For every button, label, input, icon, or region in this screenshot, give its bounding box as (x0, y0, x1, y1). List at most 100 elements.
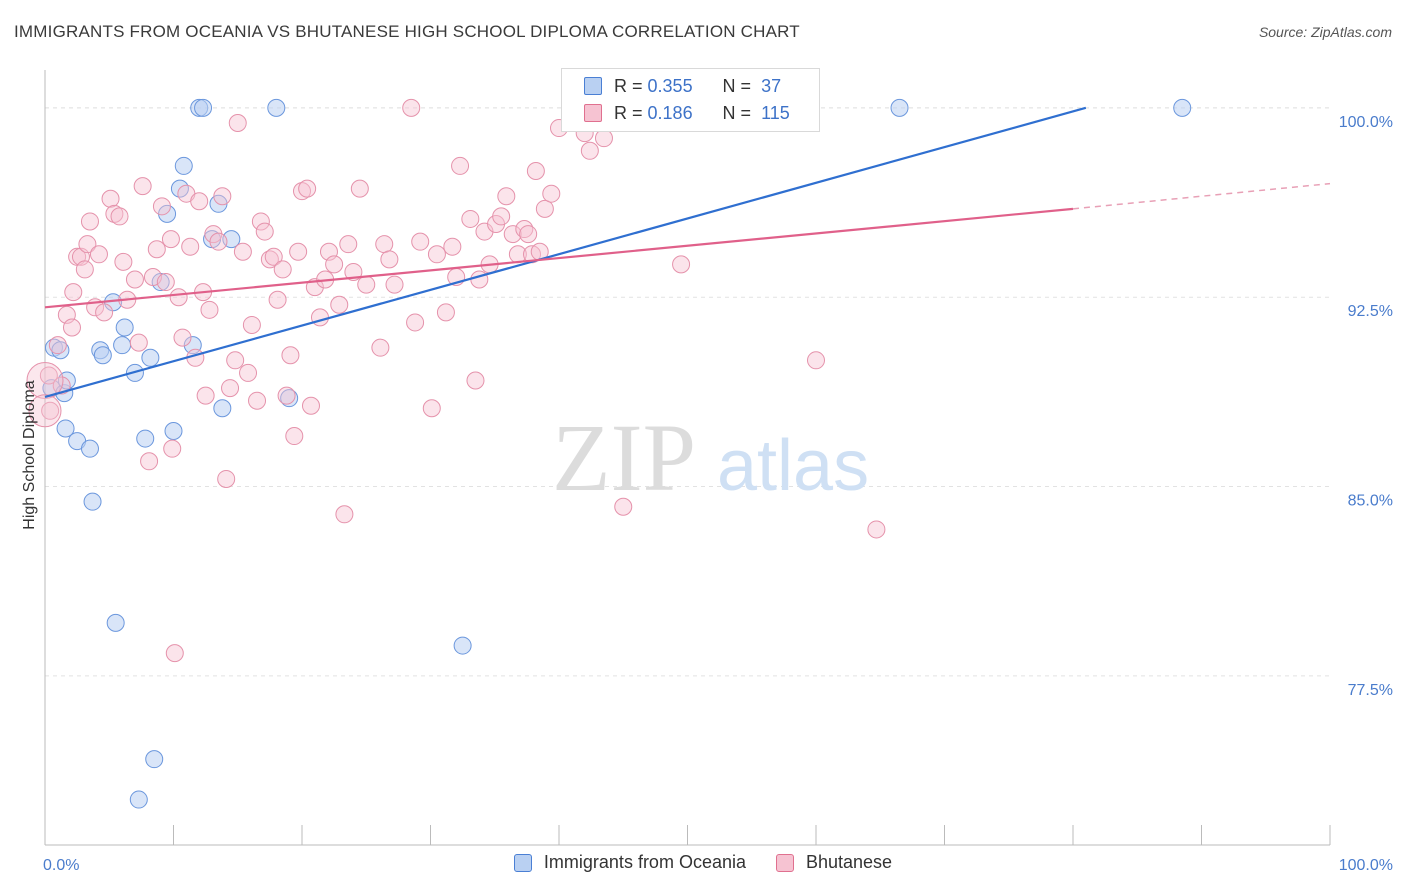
point-bhutanese (273, 260, 292, 279)
y-tick-label: 85.0% (1348, 493, 1393, 510)
point-bhutanese (310, 308, 329, 327)
point-bhutanese (165, 644, 184, 663)
point-bhutanese (264, 247, 283, 266)
point-bhutanese (461, 209, 480, 228)
point-oceania (174, 156, 193, 175)
point-bhutanese (371, 338, 390, 357)
point-bhutanese (422, 399, 441, 418)
point-bhutanese (411, 232, 430, 251)
point-bhutanese (242, 315, 261, 334)
point-bhutanese (289, 242, 308, 261)
legend-item-oceania[interactable]: Immigrants from Oceania (513, 852, 746, 873)
point-oceania (129, 790, 148, 809)
point-bhutanese (190, 192, 209, 211)
point-oceania (136, 429, 155, 448)
point-bhutanese (26, 362, 64, 400)
trend-line-bhutanese-extension (1072, 182, 1331, 210)
point-bhutanese (64, 283, 83, 302)
point-bhutanese (156, 273, 175, 292)
watermark-zip: ZIP (552, 404, 696, 511)
point-bhutanese (492, 207, 511, 226)
point-bhutanese (451, 156, 470, 175)
point-bhutanese (163, 439, 182, 458)
point-bhutanese (293, 182, 311, 201)
point-bhutanese (251, 212, 270, 231)
point-bhutanese (436, 303, 455, 322)
point-bhutanese (213, 187, 232, 206)
point-bhutanese (255, 222, 274, 241)
point-bhutanese (226, 351, 245, 370)
point-bhutanese (281, 346, 300, 365)
point-oceania (890, 98, 909, 117)
point-bhutanese (39, 366, 58, 385)
point-bhutanese (248, 391, 267, 410)
point-bhutanese (173, 328, 192, 347)
point-bhutanese (133, 177, 152, 196)
point-bhutanese (75, 260, 94, 279)
trend-layer (44, 106, 1331, 398)
point-bhutanese (62, 318, 81, 337)
point-bhutanese (594, 129, 613, 148)
point-bhutanese (110, 207, 129, 226)
point-oceania (80, 439, 99, 458)
point-bhutanese (228, 114, 247, 133)
point-bhutanese (161, 230, 180, 249)
ticks-layer: 77.5% 85.0% 92.5% 100.0% 0.0% 100.0% (43, 114, 1393, 874)
point-bhutanese (672, 255, 691, 274)
source-label: Source: ZipAtlas.com (1258, 24, 1392, 40)
point-bhutanese (807, 351, 825, 370)
point-bhutanese (497, 187, 516, 206)
point-oceania (267, 98, 286, 117)
point-oceania (213, 399, 232, 418)
point-bhutanese (217, 469, 236, 488)
y-tick-label: 92.5% (1348, 303, 1393, 320)
legend-swatch-bhutanese (584, 104, 602, 122)
y-axis-label: High School Diploma (21, 380, 38, 530)
point-bhutanese (239, 363, 258, 382)
point-bhutanese (41, 401, 60, 420)
chart-title: IMMIGRANTS FROM OCEANIA VS BHUTANESE HIG… (14, 22, 800, 41)
x-tick-label: 100.0% (1339, 857, 1393, 874)
point-bhutanese (406, 313, 425, 332)
point-bhutanese (580, 141, 599, 160)
point-bhutanese (105, 204, 124, 223)
legend-swatch-bhutanese (775, 853, 794, 872)
legend-n-label: N = (722, 102, 752, 123)
points-layer (26, 98, 1192, 809)
legend-label-oceania: Immigrants from Oceania (543, 852, 746, 872)
trend-line-bhutanese (44, 207, 1074, 309)
point-bhutanese (542, 184, 561, 203)
point-bhutanese (95, 303, 114, 322)
point-bhutanese (335, 505, 354, 524)
point-bhutanese (503, 225, 522, 244)
point-bhutanese (380, 250, 399, 269)
point-bhutanese (330, 295, 349, 314)
point-bhutanese (535, 199, 554, 218)
point-bhutanese (268, 290, 287, 309)
stats-legend: R = 0.355 N = 37 R = 0.186 N = 115 (561, 68, 820, 132)
legend-item-bhutanese[interactable]: Bhutanese (775, 852, 892, 873)
legend-r-value: 0.355 (647, 75, 693, 96)
point-bhutanese (221, 379, 240, 398)
point-bhutanese (129, 333, 148, 352)
point-bhutanese (466, 371, 485, 390)
point-bhutanese (28, 394, 62, 428)
point-oceania (1173, 98, 1192, 117)
point-oceania (145, 750, 164, 769)
point-oceania (93, 346, 112, 365)
point-oceania (113, 336, 132, 355)
point-bhutanese (375, 235, 394, 254)
watermark: ZIP atlas (552, 404, 869, 511)
legend-r-label: R = (614, 75, 643, 96)
point-bhutanese (301, 396, 320, 415)
point-bhutanese (181, 237, 200, 256)
point-bhutanese (125, 270, 144, 289)
point-bhutanese (385, 275, 404, 294)
legend-n-value: 115 (761, 102, 790, 123)
series-legend: Immigrants from Oceania Bhutanese (0, 852, 1406, 873)
point-oceania (141, 348, 160, 367)
point-bhutanese (298, 179, 317, 198)
legend-n-value: 37 (761, 75, 782, 96)
y-tick-label: 100.0% (1339, 114, 1393, 131)
legend-r-value: 0.186 (647, 102, 693, 123)
